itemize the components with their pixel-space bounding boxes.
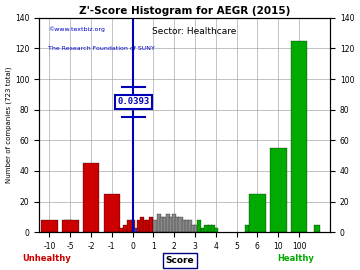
Bar: [249, 194, 266, 232]
Bar: [181, 220, 186, 232]
Bar: [149, 217, 153, 232]
Text: The Research Foundation of SUNY: The Research Foundation of SUNY: [48, 46, 155, 50]
Text: 0.0393: 0.0393: [117, 97, 150, 106]
Bar: [314, 225, 320, 232]
Bar: [201, 228, 206, 232]
Bar: [211, 225, 215, 232]
Bar: [197, 220, 201, 232]
Bar: [172, 214, 176, 232]
Bar: [157, 214, 161, 232]
Y-axis label: Number of companies (723 total): Number of companies (723 total): [5, 67, 12, 183]
Bar: [175, 217, 179, 232]
Bar: [41, 220, 58, 232]
Bar: [137, 220, 141, 232]
Bar: [123, 225, 130, 232]
Bar: [191, 225, 195, 232]
Bar: [153, 220, 158, 232]
Text: ©www.textbiz.org: ©www.textbiz.org: [48, 26, 105, 32]
Bar: [169, 217, 173, 232]
Bar: [140, 217, 144, 232]
Bar: [270, 148, 287, 232]
Bar: [166, 214, 170, 232]
Bar: [185, 220, 189, 232]
Bar: [83, 163, 99, 232]
Title: Z'-Score Histogram for AEGR (2015): Z'-Score Histogram for AEGR (2015): [79, 6, 290, 16]
Bar: [160, 217, 164, 232]
Text: Sector: Healthcare: Sector: Healthcare: [152, 26, 237, 36]
Bar: [207, 225, 212, 232]
Bar: [245, 225, 249, 232]
Bar: [64, 220, 72, 232]
Text: Healthy: Healthy: [277, 254, 314, 262]
Bar: [127, 220, 132, 232]
Bar: [146, 220, 150, 232]
Bar: [194, 225, 198, 232]
Bar: [119, 228, 125, 232]
Text: Unhealthy: Unhealthy: [22, 254, 71, 262]
Text: Score: Score: [166, 256, 194, 265]
Bar: [291, 41, 307, 232]
Bar: [134, 228, 138, 232]
Bar: [179, 217, 183, 232]
Bar: [131, 220, 135, 232]
Bar: [163, 217, 167, 232]
Bar: [214, 228, 218, 232]
Bar: [188, 220, 192, 232]
Bar: [62, 220, 78, 232]
Bar: [204, 225, 208, 232]
Bar: [143, 220, 147, 232]
Bar: [104, 194, 120, 232]
